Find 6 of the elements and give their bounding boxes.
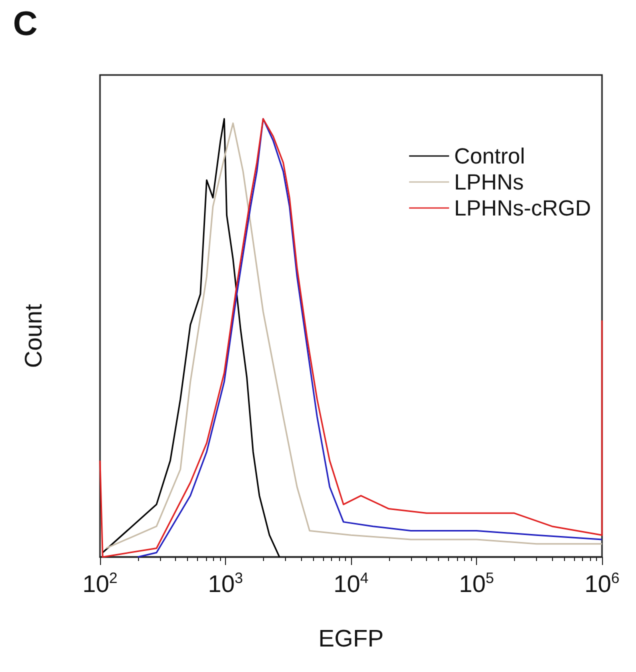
- x-axis-title: EGFP: [318, 626, 384, 652]
- y-axis-title: Count: [20, 304, 48, 368]
- legend-label: LPHNs-cRGD: [454, 196, 592, 220]
- legend-label: Control: [454, 144, 526, 168]
- legend-label: LPHNs: [454, 170, 524, 194]
- chart-title: C: [13, 5, 38, 43]
